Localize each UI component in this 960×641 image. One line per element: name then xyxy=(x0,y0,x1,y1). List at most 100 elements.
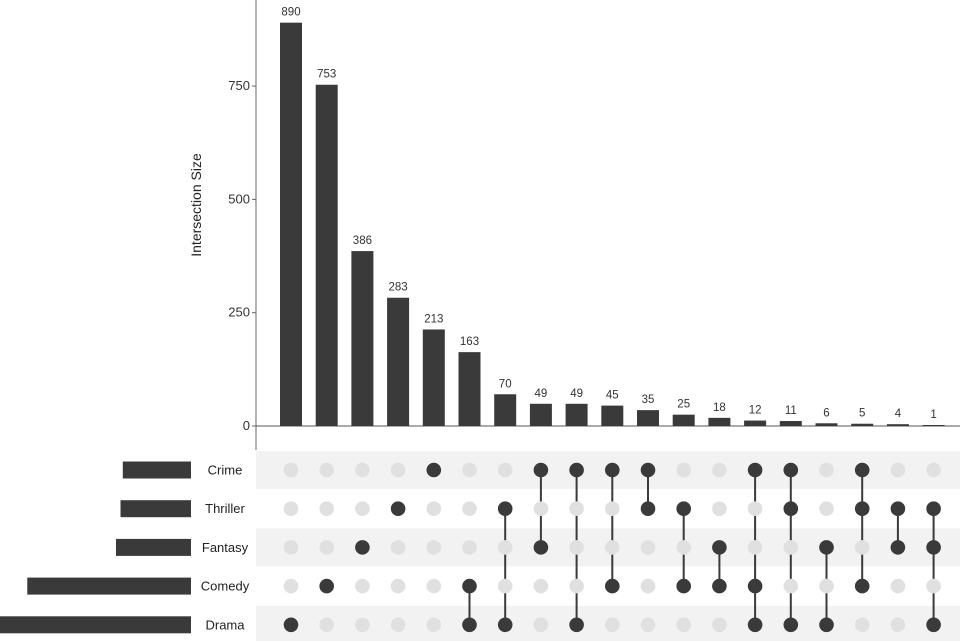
intersection-bar xyxy=(494,394,517,426)
matrix-dot-inactive xyxy=(319,617,335,633)
matrix-dot-active xyxy=(533,540,549,555)
matrix-dot-inactive xyxy=(355,617,370,633)
intersection-bar xyxy=(458,352,481,426)
matrix-dot-inactive xyxy=(319,501,335,516)
matrix-dot-inactive xyxy=(640,617,656,633)
matrix-dot-active xyxy=(890,540,906,555)
intersection-bar xyxy=(601,405,624,426)
matrix-dot-inactive xyxy=(890,462,906,478)
matrix-dot-inactive xyxy=(747,540,763,555)
intersection-bar-label: 6 xyxy=(823,407,829,419)
matrix-dot-active xyxy=(676,501,691,516)
matrix-dot-active xyxy=(747,617,763,633)
intersection-bar-label: 4 xyxy=(895,408,902,420)
matrix-dot-inactive xyxy=(640,540,656,555)
matrix-dot-inactive xyxy=(426,501,442,516)
matrix-dot-inactive xyxy=(819,501,834,516)
intersection-bar-label: 12 xyxy=(749,405,762,417)
matrix-dot-active xyxy=(640,501,656,516)
matrix-dot-inactive xyxy=(355,501,370,516)
set-label: Crime xyxy=(208,463,243,478)
matrix-dot-inactive xyxy=(462,501,477,516)
matrix-dot-active xyxy=(747,462,763,478)
intersection-bar xyxy=(351,251,374,426)
intersection-bar-label: 163 xyxy=(460,336,479,348)
matrix-dot-inactive xyxy=(426,617,442,633)
intersection-bar xyxy=(922,425,945,426)
matrix-dot-inactive xyxy=(890,578,906,594)
matrix-dot-inactive xyxy=(605,617,620,633)
intersection-bar xyxy=(315,84,338,426)
matrix-dot-active xyxy=(712,540,727,555)
intersection-bar-label: 5 xyxy=(859,408,865,420)
intersection-bar xyxy=(387,297,410,426)
matrix-dot-inactive xyxy=(605,540,620,555)
intersection-bar xyxy=(280,22,302,426)
matrix-dot-active xyxy=(283,617,299,633)
intersection-bar-label: 25 xyxy=(677,399,690,411)
intersection-bar xyxy=(565,403,588,426)
intersection-bar-label: 18 xyxy=(713,402,726,414)
matrix-dot-inactive xyxy=(462,540,477,555)
set-size-bar xyxy=(27,577,191,595)
matrix-dot-active xyxy=(783,462,799,478)
matrix-dot-inactive xyxy=(676,462,691,478)
intersection-bar-label: 35 xyxy=(642,394,655,406)
matrix-dot-inactive xyxy=(426,578,442,594)
matrix-dot-inactive xyxy=(783,540,799,555)
matrix-dot-inactive xyxy=(569,501,584,516)
matrix-dot-inactive xyxy=(355,462,370,478)
matrix-dot-active xyxy=(712,578,727,594)
matrix-dot-inactive xyxy=(854,617,870,633)
matrix-dot-active xyxy=(355,540,370,555)
set-labels: Crime Thriller Fantasy Comedy Drama xyxy=(201,463,250,633)
intersection-bar-label: 213 xyxy=(424,313,443,325)
matrix-dot-inactive xyxy=(426,540,442,555)
matrix-dot-inactive xyxy=(497,462,513,478)
y-tick-label: 500 xyxy=(228,191,250,206)
intersection-bar-labels: 890 753 386 283 213 163 70 49 49 45 35 25 18 12 11 6 5 4 1 xyxy=(281,7,936,421)
matrix-dot-inactive xyxy=(569,578,584,594)
matrix-dot-active xyxy=(854,501,870,516)
matrix-dot-active xyxy=(605,578,620,594)
matrix-dot-inactive xyxy=(390,462,406,478)
intersection-bar-label: 11 xyxy=(785,405,797,417)
intersection-bar xyxy=(422,329,445,426)
set-size-bar xyxy=(120,500,191,518)
matrix-dot-inactive xyxy=(533,617,549,633)
matrix-dot-inactive xyxy=(497,540,513,555)
intersection-bar xyxy=(815,423,838,426)
intersection-bar-label: 49 xyxy=(570,388,583,400)
matrix-dot-active xyxy=(319,578,335,594)
matrix-dot-active xyxy=(819,617,834,633)
matrix-dot-active xyxy=(569,462,584,478)
intersection-bar-label: 1 xyxy=(930,409,936,421)
matrix-dot-active xyxy=(783,617,799,633)
intersection-matrix xyxy=(283,462,941,633)
intersection-bar-label: 283 xyxy=(389,282,408,294)
matrix-dot-active xyxy=(426,462,442,478)
y-tick-label: 0 xyxy=(243,418,250,433)
matrix-dot-inactive xyxy=(319,540,335,555)
matrix-dot-inactive xyxy=(712,462,727,478)
matrix-dot-inactive xyxy=(533,501,549,516)
intersection-bar-label: 49 xyxy=(535,388,548,400)
matrix-dot-active xyxy=(569,617,584,633)
matrix-dot-inactive xyxy=(605,501,620,516)
matrix-dot-inactive xyxy=(712,501,727,516)
matrix-dot-inactive xyxy=(283,462,299,478)
matrix-dot-inactive xyxy=(533,578,549,594)
matrix-dot-inactive xyxy=(926,462,941,478)
matrix-dot-inactive xyxy=(854,540,870,555)
matrix-dot-active xyxy=(462,617,477,633)
matrix-dot-inactive xyxy=(569,540,584,555)
matrix-dot-active xyxy=(854,462,870,478)
intersection-bars xyxy=(280,22,945,426)
matrix-dot-inactive xyxy=(355,578,370,594)
matrix-dot-inactive xyxy=(319,462,335,478)
set-size-bar xyxy=(0,616,191,634)
matrix-dot-active xyxy=(926,617,941,633)
intersection-bar xyxy=(851,423,874,426)
matrix-dot-inactive xyxy=(283,501,299,516)
matrix-dot-active xyxy=(462,578,477,594)
